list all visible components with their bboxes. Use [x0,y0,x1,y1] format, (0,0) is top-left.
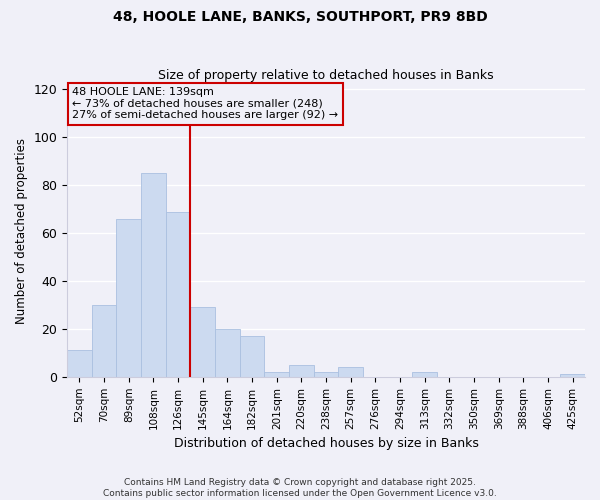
Bar [240,336,265,377]
Bar [289,365,314,377]
Text: Contains HM Land Registry data © Crown copyright and database right 2025.
Contai: Contains HM Land Registry data © Crown c… [103,478,497,498]
Text: 48 HOOLE LANE: 139sqm
← 73% of detached houses are smaller (248)
27% of semi-det: 48 HOOLE LANE: 139sqm ← 73% of detached … [72,87,338,120]
Bar [265,372,289,377]
Y-axis label: Number of detached properties: Number of detached properties [15,138,28,324]
Bar [314,372,338,377]
Title: Size of property relative to detached houses in Banks: Size of property relative to detached ho… [158,69,494,82]
Bar [412,372,437,377]
Bar [560,374,585,377]
Bar [67,350,92,377]
Bar [116,218,141,377]
Bar [141,173,166,377]
Text: 48, HOOLE LANE, BANKS, SOUTHPORT, PR9 8BD: 48, HOOLE LANE, BANKS, SOUTHPORT, PR9 8B… [113,10,487,24]
Bar [338,367,363,377]
X-axis label: Distribution of detached houses by size in Banks: Distribution of detached houses by size … [173,437,479,450]
Bar [190,308,215,377]
Bar [215,329,240,377]
Bar [166,212,190,377]
Bar [92,305,116,377]
